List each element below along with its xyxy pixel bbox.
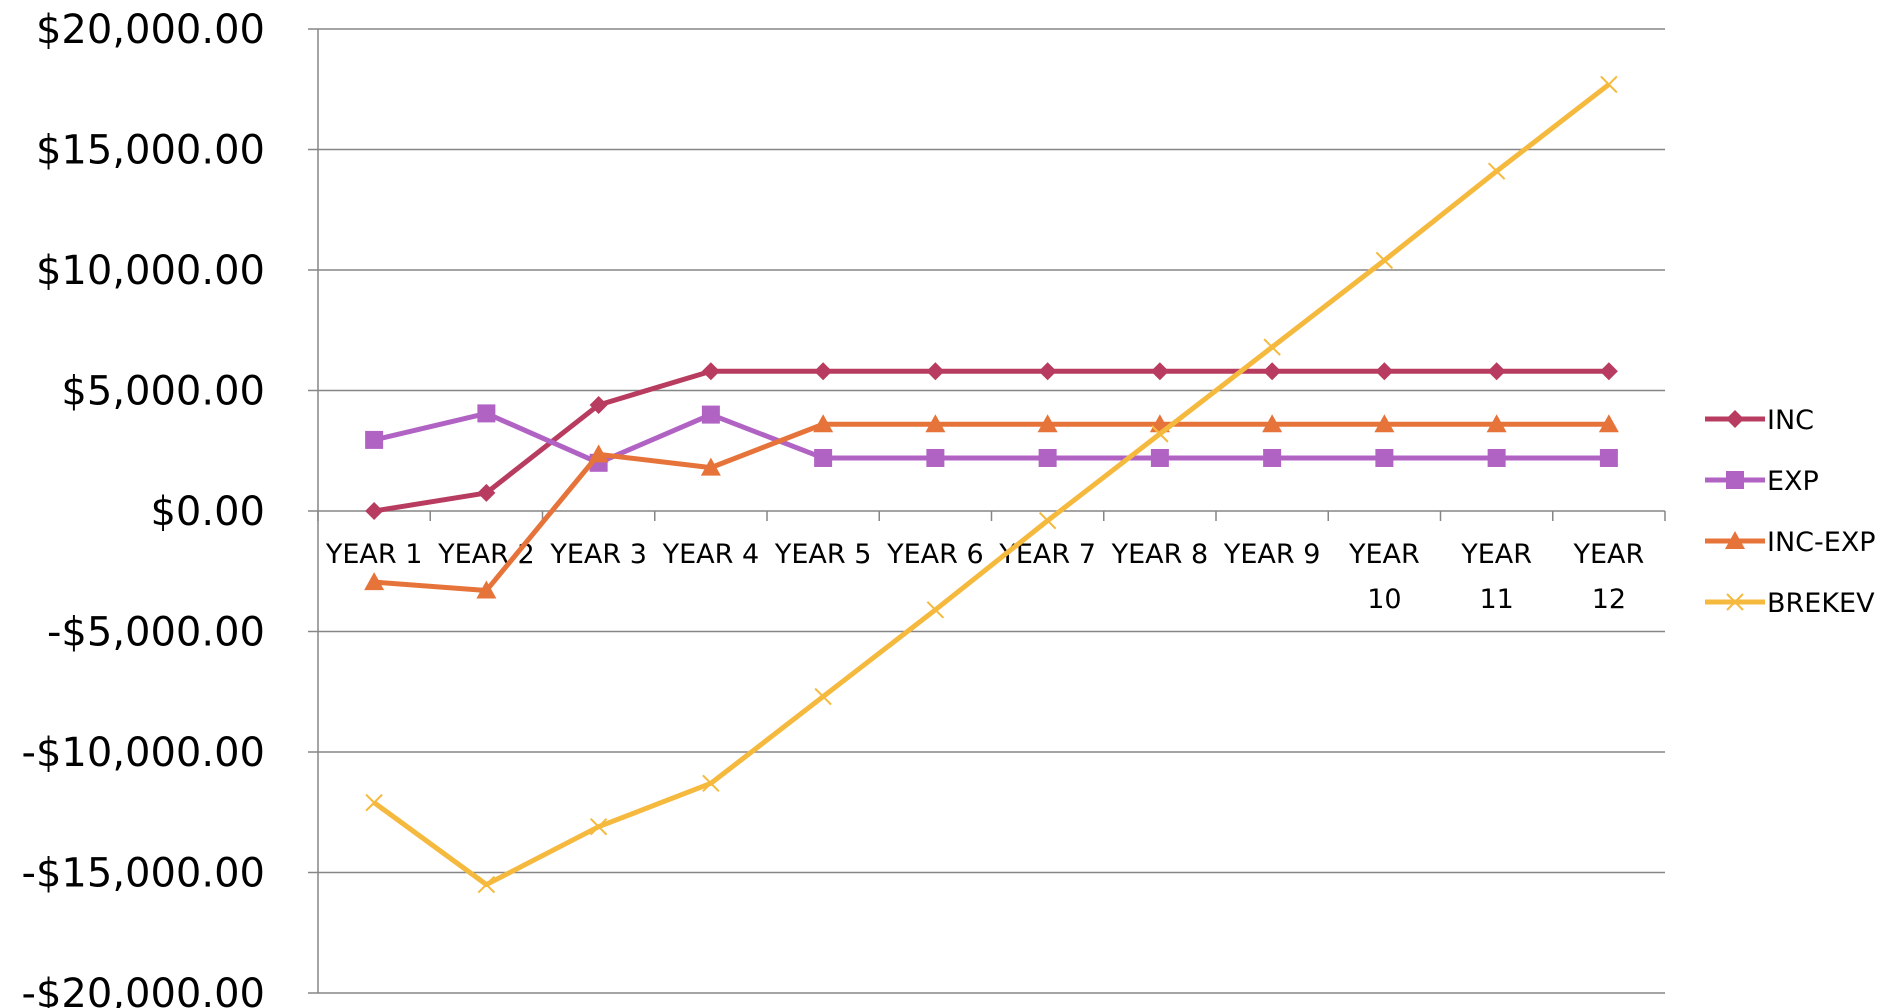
data-point-inc (926, 362, 945, 381)
data-point-exp (814, 448, 833, 467)
x-tick-label: YEAR 6 (886, 539, 984, 570)
legend-label: INC (1767, 405, 1814, 436)
data-point-inc (814, 362, 833, 381)
data-point-exp (477, 404, 496, 423)
legend-item-brekev: BREKEV (1705, 588, 1875, 619)
data-point-brekev (1600, 75, 1618, 94)
x-tick-label: YEAR (1460, 539, 1532, 570)
data-point-brekev (1263, 338, 1281, 356)
legend-label: BREKEV (1767, 588, 1875, 619)
data-point-inc-exp (813, 414, 834, 433)
y-tick-label: -$5,000.00 (47, 610, 265, 656)
data-point-inc (701, 362, 720, 381)
legend-swatch-marker (1725, 531, 1745, 549)
x-tick-label: 11 (1479, 584, 1513, 615)
data-point-inc (1375, 362, 1394, 381)
data-point-exp (365, 430, 384, 449)
axes (308, 28, 1666, 994)
data-point-exp (926, 448, 945, 467)
data-point-inc-exp (925, 414, 946, 433)
x-tick-label: YEAR 1 (325, 539, 423, 570)
data-point-brekev (702, 774, 720, 793)
y-axis-tick-labels: $20,000.00 $15,000.00 $10,000.00 $5,000.00 $… (22, 7, 265, 1008)
data-point-exp (1487, 448, 1506, 467)
data-point-exp (701, 405, 720, 424)
legend-item-exp: EXP (1705, 466, 1819, 497)
series-brekev (365, 75, 1618, 894)
data-point-inc (1487, 362, 1506, 381)
y-tick-label: -$15,000.00 (22, 851, 265, 897)
data-point-inc (589, 395, 608, 414)
legend-swatch-marker (1726, 410, 1744, 428)
data-point-inc-exp (364, 572, 385, 591)
x-tick-label: YEAR 3 (549, 539, 647, 570)
data-point-inc-exp (1262, 414, 1283, 433)
series-line-inc-exp (373, 421, 1609, 594)
data-point-exp (1375, 448, 1394, 467)
data-point-brekev (1375, 251, 1394, 270)
x-tick-label: 12 (1592, 584, 1626, 615)
x-tick-label: YEAR 9 (1223, 539, 1321, 570)
series-exp (365, 404, 1618, 472)
x-tick-label: YEAR 5 (774, 539, 872, 570)
data-point-inc-exp (1486, 414, 1507, 433)
data-point-brekev (814, 687, 832, 706)
legend: INC EXP INC-EXP BREKEV (1705, 405, 1876, 619)
data-point-exp (1038, 448, 1057, 467)
legend-label: INC-EXP (1767, 527, 1876, 558)
y-tick-label: -$20,000.00 (22, 971, 265, 1008)
series-group (364, 75, 1619, 894)
data-point-inc-exp (1374, 414, 1395, 433)
legend-item-inc: INC (1705, 405, 1814, 436)
x-tick-label: YEAR 2 (437, 539, 535, 570)
data-point-exp (1599, 448, 1618, 467)
data-point-brekev (1487, 162, 1506, 180)
data-point-inc (477, 483, 496, 502)
x-tick-label: YEAR (1572, 539, 1644, 570)
legend-swatch-marker (1726, 593, 1744, 611)
data-point-inc-exp (588, 444, 609, 463)
data-point-brekev (477, 875, 496, 894)
data-point-brekev (926, 601, 945, 619)
data-point-inc-exp (700, 457, 721, 476)
data-point-inc (365, 502, 384, 520)
y-tick-label: -$10,000.00 (22, 730, 265, 776)
data-point-brekev (365, 793, 383, 812)
legend-label: EXP (1767, 466, 1819, 497)
data-point-inc-exp (476, 580, 497, 599)
series-inc-exp (364, 414, 1619, 599)
data-point-brekev (1038, 511, 1057, 530)
data-point-inc (1038, 362, 1057, 381)
x-tick-label: 10 (1367, 584, 1401, 615)
data-point-exp (1150, 448, 1169, 467)
x-axis-tick-labels: YEAR 1 YEAR 2 YEAR 3 YEAR 4 YEAR 5 YEAR 6 YEAR… (325, 539, 1644, 615)
y-tick-label: $10,000.00 (36, 248, 265, 294)
legend-item-inc-exp: INC-EXP (1705, 527, 1876, 558)
x-tick-label: YEAR 4 (662, 539, 760, 570)
series-inc (365, 362, 1618, 520)
x-tick-label: YEAR 7 (998, 539, 1096, 570)
data-point-inc (1150, 362, 1169, 381)
data-point-inc-exp (1598, 414, 1619, 433)
y-tick-label: $0.00 (150, 489, 265, 535)
data-point-exp (1263, 448, 1282, 467)
data-point-brekev (1151, 425, 1169, 443)
y-tick-label: $5,000.00 (61, 369, 265, 415)
series-line-brekev (372, 82, 1611, 888)
y-tick-label: $20,000.00 (36, 7, 265, 53)
series-line-exp (373, 410, 1609, 466)
legend-swatch-marker (1726, 471, 1744, 489)
data-point-inc (1599, 362, 1618, 381)
series-line-inc (373, 368, 1609, 514)
data-point-brekev (589, 818, 608, 836)
x-tick-label: YEAR 8 (1111, 539, 1209, 570)
x-tick-label: YEAR (1348, 539, 1420, 570)
data-point-inc (1263, 362, 1282, 381)
gridlines (318, 28, 1665, 994)
y-tick-label: $15,000.00 (36, 128, 265, 174)
data-point-inc-exp (1037, 414, 1058, 433)
